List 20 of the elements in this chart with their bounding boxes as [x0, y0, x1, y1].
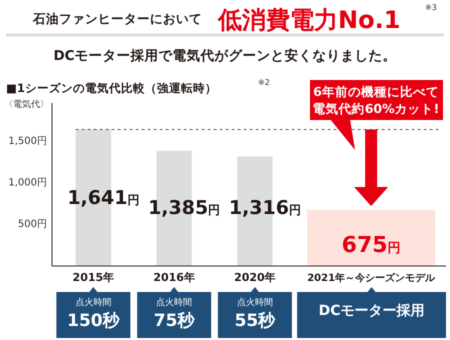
x-tick-label: 2016年: [153, 271, 195, 284]
text: ■1シーズンの電気代比較（強運転時）: [6, 81, 217, 95]
x-tick-label: 2020年: [234, 271, 276, 284]
x-tick-label: 2021年～今シーズンモデル: [307, 272, 436, 284]
text: 低消費電力No.1: [217, 6, 400, 34]
text: 6年前の機種に比べて: [313, 84, 439, 99]
chart-subtitle: DCモーター採用で電気代がグーンと安くなりました。: [53, 47, 397, 64]
y-tick-label: 1,500円: [8, 136, 47, 147]
data-label: 1,316円: [228, 197, 301, 219]
y-axis-title: 〈電気代〉: [4, 99, 49, 110]
x-tick-label: 2015年: [72, 271, 114, 284]
y-tick-label: 500円: [18, 219, 47, 230]
y-tick-label: 1,000円: [8, 178, 47, 189]
text: ※3: [425, 3, 437, 12]
text: ※2: [258, 78, 270, 87]
annotation: 電気代約60%カット!: [312, 101, 440, 116]
data-label: 1,385円: [148, 197, 220, 219]
chart-title: 石油ファンヒーターにおいて: [32, 11, 202, 26]
data-label: 1,641円: [67, 187, 140, 209]
data-label: 675円: [342, 232, 401, 258]
